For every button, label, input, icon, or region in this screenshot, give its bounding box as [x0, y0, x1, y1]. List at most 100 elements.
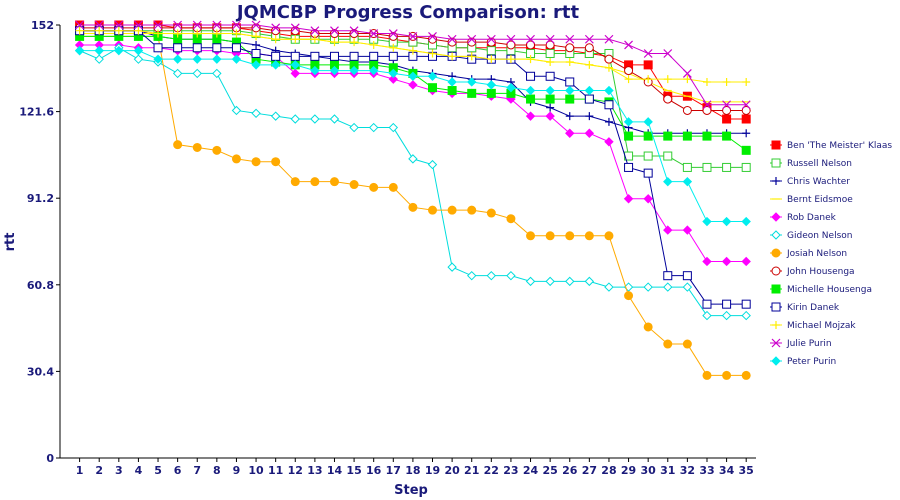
legend-marker [771, 356, 781, 366]
data-point [192, 68, 202, 79]
x-tick-label: 3 [115, 464, 123, 477]
data-point [506, 40, 516, 50]
x-tick-label: 1 [76, 464, 84, 477]
data-point [741, 162, 751, 172]
data-point [702, 216, 712, 227]
data-point [329, 29, 339, 39]
data-point [75, 20, 85, 30]
data-point [663, 225, 673, 235]
data-point [682, 176, 693, 187]
data-point [408, 71, 418, 81]
data-point [212, 20, 222, 30]
data-point [565, 58, 574, 67]
data-point [742, 77, 751, 86]
data-point [663, 176, 673, 187]
legend-label: Rob Danek [787, 213, 837, 223]
data-point [153, 43, 163, 53]
data-point [643, 49, 653, 58]
data-point [545, 111, 555, 121]
y-tick-label: 121.6 [19, 106, 54, 119]
x-axis-label: Step [394, 483, 428, 498]
data-point [604, 85, 614, 96]
data-point [525, 85, 536, 96]
data-point [545, 94, 555, 104]
x-tick-label: 34 [719, 464, 735, 477]
data-point [584, 276, 595, 287]
data-point [702, 100, 712, 110]
data-point [271, 35, 280, 44]
data-point [663, 75, 672, 84]
data-point [741, 100, 751, 110]
data-point [252, 32, 261, 41]
data-point [448, 52, 457, 61]
data-point [231, 54, 242, 64]
data-point [114, 45, 124, 56]
y-tick-label: 60.8 [27, 279, 54, 292]
data-point [565, 276, 575, 287]
data-point [192, 43, 202, 53]
data-point [486, 208, 496, 218]
data-point [643, 131, 653, 141]
data-point [349, 29, 359, 39]
data-point [545, 40, 555, 50]
data-point [722, 131, 732, 141]
data-point [702, 310, 712, 321]
data-point [310, 177, 320, 187]
data-point [663, 339, 673, 349]
data-point [154, 29, 163, 38]
data-point [741, 310, 751, 321]
data-point [271, 51, 281, 61]
legend-label: Gideon Nelson [787, 231, 852, 241]
data-point [349, 180, 359, 190]
x-tick-label: 11 [268, 464, 283, 477]
series-10 [75, 26, 751, 86]
data-point [75, 26, 84, 35]
data-point [526, 71, 536, 81]
x-tick-label: 24 [523, 464, 539, 477]
x-tick-label: 20 [444, 464, 460, 477]
data-point [643, 151, 653, 161]
legend-label: Michael Mojzak [787, 321, 856, 331]
data-point [192, 20, 202, 30]
data-point [428, 205, 438, 215]
data-point [231, 43, 241, 53]
data-point [604, 54, 614, 64]
data-point [604, 231, 614, 241]
data-point [212, 68, 222, 79]
data-point [584, 34, 594, 44]
data-point [153, 20, 163, 30]
data-point [506, 55, 515, 64]
x-tick-label: 10 [248, 464, 264, 477]
data-point [526, 34, 535, 44]
data-point [741, 299, 751, 309]
data-point [682, 131, 692, 141]
data-point [545, 276, 555, 287]
data-point [231, 154, 241, 164]
x-tick-label: 7 [193, 464, 201, 477]
data-point [682, 339, 692, 349]
data-point [545, 48, 555, 58]
data-point [310, 65, 320, 76]
data-point [290, 23, 300, 33]
x-tick-label: 16 [366, 464, 382, 477]
legend-marker [771, 230, 781, 240]
data-point [428, 83, 438, 93]
data-point [388, 29, 398, 38]
data-point [349, 122, 359, 133]
data-point [368, 122, 379, 133]
data-point [604, 137, 614, 147]
data-point [487, 55, 496, 64]
data-point [604, 63, 613, 72]
legend-marker [771, 158, 781, 168]
data-point [643, 322, 653, 332]
data-point [506, 82, 516, 93]
data-point [291, 35, 300, 44]
series-11 [75, 20, 751, 110]
data-point [172, 54, 183, 64]
legend-label: Russell Nelson [787, 159, 852, 169]
x-tick-label: 29 [621, 464, 636, 477]
legend-label: Julie Purin [786, 339, 832, 349]
data-point [231, 105, 242, 116]
x-tick-label: 9 [233, 464, 241, 477]
